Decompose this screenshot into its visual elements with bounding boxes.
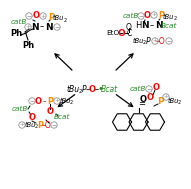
Text: −: −	[146, 87, 152, 91]
Text: N: N	[155, 22, 163, 30]
Text: 2: 2	[177, 101, 180, 105]
Text: Bcat: Bcat	[54, 114, 70, 120]
Text: –: –	[42, 98, 46, 104]
Text: catB: catB	[11, 19, 27, 25]
Text: O: O	[35, 97, 41, 105]
Text: O: O	[139, 94, 146, 104]
Text: Bcat: Bcat	[100, 85, 118, 94]
Text: O: O	[28, 112, 36, 122]
Text: P: P	[146, 36, 150, 46]
Text: C: C	[126, 29, 132, 37]
Text: N: N	[45, 22, 53, 32]
Text: 2: 2	[70, 101, 73, 105]
Text: catB: catB	[12, 106, 28, 112]
Text: −: −	[26, 13, 32, 19]
Text: O: O	[143, 11, 151, 19]
Text: +: +	[19, 122, 25, 128]
Text: –: –	[40, 22, 44, 32]
Text: P: P	[48, 12, 54, 22]
Text: tBu: tBu	[167, 98, 179, 104]
Text: catB: catB	[123, 13, 139, 19]
Text: 2: 2	[142, 40, 146, 46]
Text: EtO: EtO	[106, 30, 120, 36]
Text: P: P	[47, 97, 53, 105]
Text: 2: 2	[78, 89, 82, 94]
Text: O: O	[46, 106, 53, 115]
Text: −: −	[29, 98, 35, 104]
Text: O: O	[146, 94, 154, 102]
Text: O: O	[152, 84, 159, 92]
Text: tBu: tBu	[162, 14, 174, 20]
Text: tBu: tBu	[66, 85, 80, 94]
Text: −: −	[138, 13, 144, 19]
Text: –: –	[86, 85, 90, 94]
Text: O: O	[32, 12, 40, 20]
Text: catB: catB	[130, 86, 146, 92]
Text: +: +	[40, 13, 46, 19]
Text: −: −	[54, 25, 60, 29]
Text: Ph: Ph	[10, 29, 22, 39]
Text: Ph: Ph	[22, 40, 34, 50]
Text: 2: 2	[173, 16, 176, 22]
Text: Bcat: Bcat	[161, 23, 177, 29]
Text: −: −	[51, 122, 57, 128]
Text: H: H	[135, 22, 141, 30]
Text: +: +	[25, 25, 31, 29]
Text: –O: –O	[156, 36, 166, 46]
Text: P: P	[158, 12, 164, 20]
Text: O: O	[126, 22, 132, 32]
Text: tBu: tBu	[59, 98, 71, 104]
Text: –: –	[150, 22, 154, 30]
Text: –O: –O	[41, 121, 51, 129]
Text: 2: 2	[63, 18, 66, 22]
Text: P: P	[82, 85, 86, 94]
Text: tBu: tBu	[24, 122, 36, 128]
Text: N: N	[31, 22, 39, 32]
Text: +: +	[163, 94, 169, 99]
Text: −: −	[166, 39, 172, 43]
Text: 2: 2	[34, 125, 38, 129]
Text: P: P	[157, 97, 163, 105]
Text: –: –	[95, 85, 99, 94]
Text: O: O	[88, 85, 96, 94]
Text: P: P	[37, 121, 43, 129]
Text: tBu: tBu	[132, 38, 144, 44]
Text: N: N	[141, 22, 149, 30]
Text: +: +	[151, 12, 157, 18]
Text: O: O	[117, 29, 125, 37]
Text: •: •	[97, 84, 103, 94]
Text: +: +	[54, 98, 60, 104]
Text: tBu: tBu	[52, 15, 64, 21]
Text: +: +	[152, 39, 158, 43]
Text: =: =	[138, 99, 146, 108]
